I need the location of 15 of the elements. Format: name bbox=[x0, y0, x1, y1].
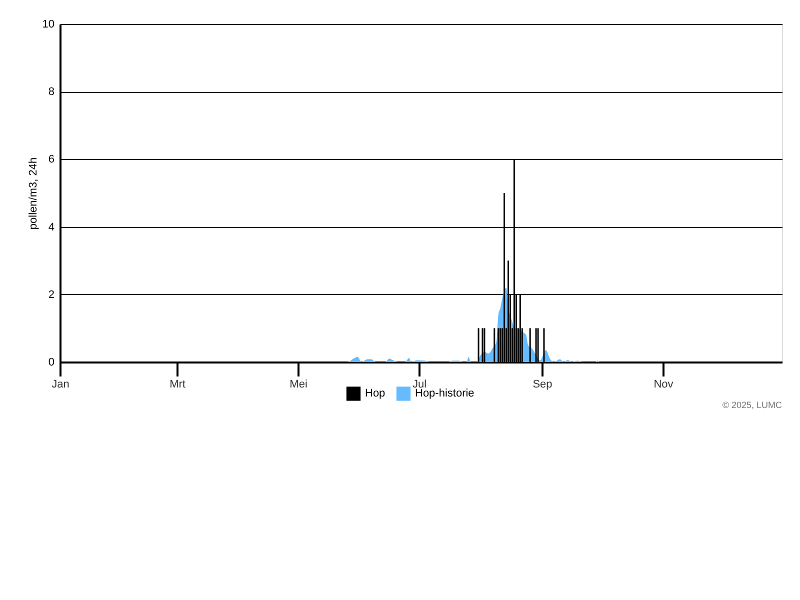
x-tick-label: Nov bbox=[654, 378, 674, 390]
y-tick-label: 8 bbox=[48, 86, 54, 98]
y-axis-title: pollen/m3, 24h bbox=[27, 157, 40, 230]
x-tick-label: Mrt bbox=[170, 378, 186, 390]
x-tick-label: Sep bbox=[532, 378, 552, 390]
legend-label: Hop bbox=[365, 388, 386, 400]
y-tick-label: 10 bbox=[42, 18, 54, 30]
y-tick-label: 4 bbox=[48, 221, 54, 234]
text: © 2025, LUMC bbox=[722, 400, 782, 410]
y-tick-label: 2 bbox=[48, 288, 54, 301]
x-tick-label: Jan bbox=[52, 378, 70, 390]
y-tick-label: 0 bbox=[48, 356, 54, 368]
x-tick-label: Mei bbox=[290, 378, 308, 390]
y-tick-label: 6 bbox=[48, 154, 54, 166]
legend-label: Hop-historie bbox=[415, 388, 474, 400]
